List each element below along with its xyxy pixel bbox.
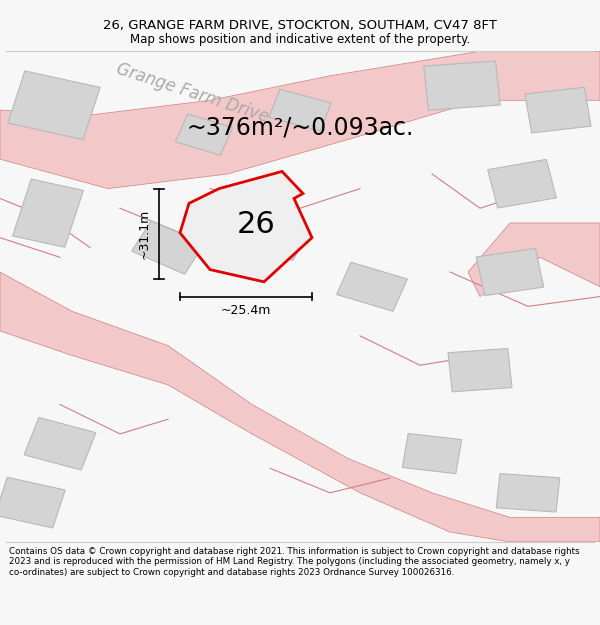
Text: Map shows position and indicative extent of the property.: Map shows position and indicative extent… xyxy=(130,33,470,46)
Polygon shape xyxy=(131,221,205,274)
Polygon shape xyxy=(476,249,544,296)
Polygon shape xyxy=(525,88,591,133)
Polygon shape xyxy=(424,61,500,110)
Polygon shape xyxy=(468,223,600,296)
Polygon shape xyxy=(24,418,96,470)
Text: Contains OS data © Crown copyright and database right 2021. This information is : Contains OS data © Crown copyright and d… xyxy=(9,547,580,577)
Polygon shape xyxy=(403,434,461,474)
Polygon shape xyxy=(8,71,100,139)
Text: Grange Farm Drive: Grange Farm Drive xyxy=(113,60,271,126)
Polygon shape xyxy=(488,159,556,208)
Polygon shape xyxy=(448,349,512,392)
Text: 26, GRANGE FARM DRIVE, STOCKTON, SOUTHAM, CV47 8FT: 26, GRANGE FARM DRIVE, STOCKTON, SOUTHAM… xyxy=(103,19,497,32)
Polygon shape xyxy=(337,262,407,311)
Polygon shape xyxy=(0,51,600,189)
Text: ~25.4m: ~25.4m xyxy=(221,304,271,317)
Text: ~31.1m: ~31.1m xyxy=(137,209,151,259)
Polygon shape xyxy=(13,179,83,248)
Polygon shape xyxy=(269,89,331,131)
Polygon shape xyxy=(180,171,312,282)
Polygon shape xyxy=(496,474,560,512)
Text: ~376m²/~0.093ac.: ~376m²/~0.093ac. xyxy=(187,115,413,139)
Polygon shape xyxy=(244,215,308,261)
Text: 26: 26 xyxy=(237,210,276,239)
Polygon shape xyxy=(175,114,233,155)
Polygon shape xyxy=(0,272,600,542)
Polygon shape xyxy=(0,478,65,528)
